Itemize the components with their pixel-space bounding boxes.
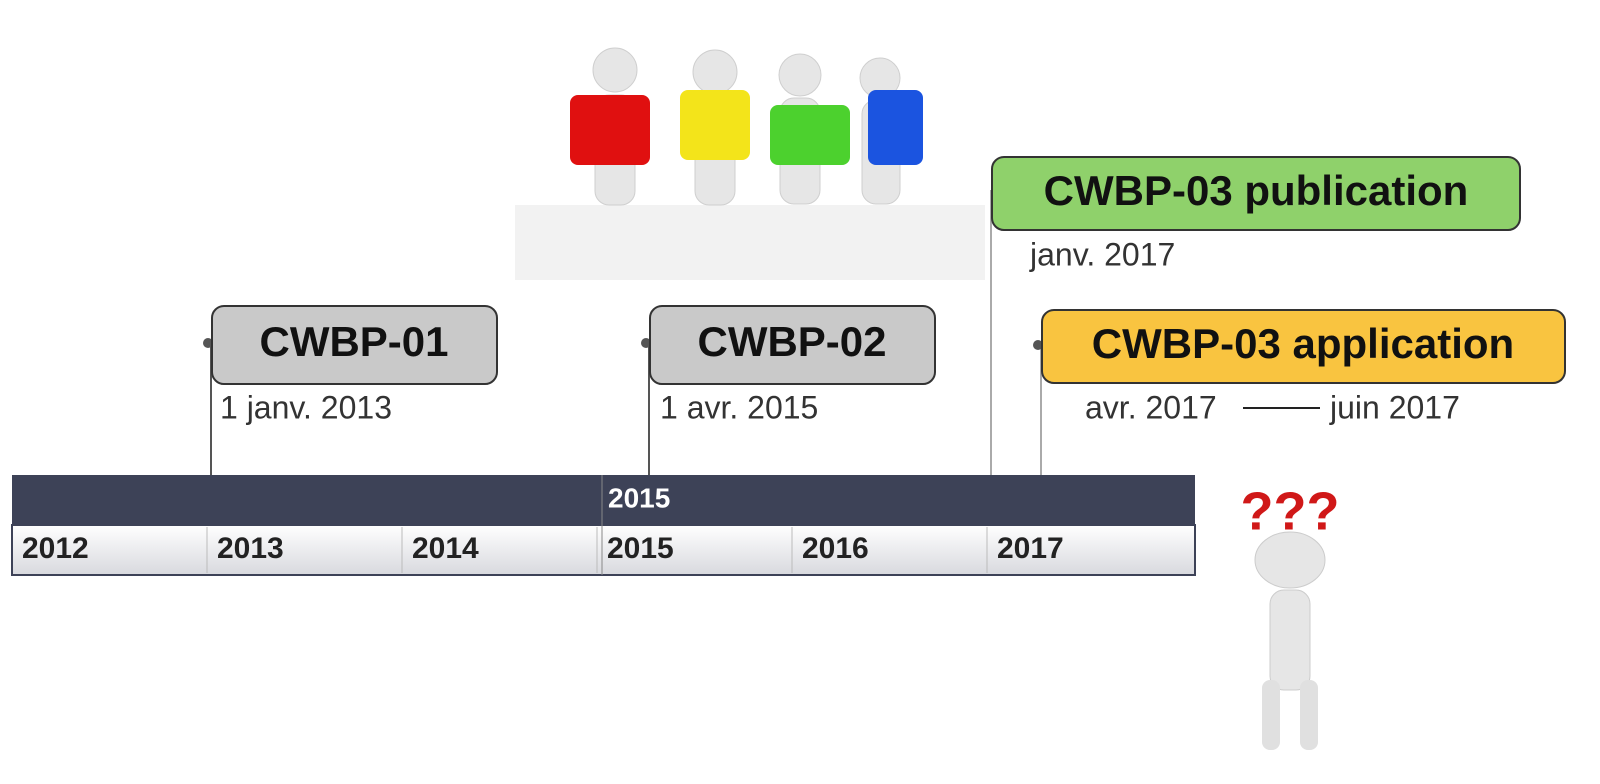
milestone: CWBP-03 application avr. 2017 juin 2017	[1042, 310, 1565, 425]
milestone-date: 1 janv. 2013	[220, 389, 392, 425]
question-illustration: ???	[1241, 481, 1340, 750]
year-label: 2013	[217, 532, 284, 565]
year-label: 2012	[22, 532, 89, 565]
milestone-label: CWBP-01	[259, 318, 448, 365]
milestone-label: CWBP-03 application	[1092, 320, 1514, 367]
milestone-end: juin 2017	[1329, 389, 1460, 425]
milestone-start: avr. 2017	[1085, 389, 1217, 425]
milestone-date: janv. 2017	[1029, 236, 1175, 272]
timeline-scale: 2015 2012 2013 2014 2015 2016 2017	[12, 475, 1195, 575]
milestone-date: 1 avr. 2015	[660, 389, 818, 425]
year-label: 2015	[607, 532, 674, 565]
milestone-label: CWBP-03 publication	[1044, 167, 1469, 214]
milestone-label: CWBP-02	[697, 318, 886, 365]
timeline-header: 2015	[608, 482, 670, 513]
year-label: 2017	[997, 532, 1064, 565]
milestone: CWBP-02 1 avr. 2015	[650, 306, 935, 425]
puzzle-illustration	[515, 48, 985, 280]
timeline-diagram: ??? CWBP-01 1 janv. 2013 CWBP-02 1 avr. …	[0, 0, 1600, 779]
year-label: 2016	[802, 532, 869, 565]
year-label: 2014	[412, 532, 479, 565]
milestone: CWBP-01 1 janv. 2013	[212, 306, 497, 425]
milestone: CWBP-03 publication janv. 2017	[992, 157, 1520, 272]
svg-text:???: ???	[1241, 481, 1340, 541]
